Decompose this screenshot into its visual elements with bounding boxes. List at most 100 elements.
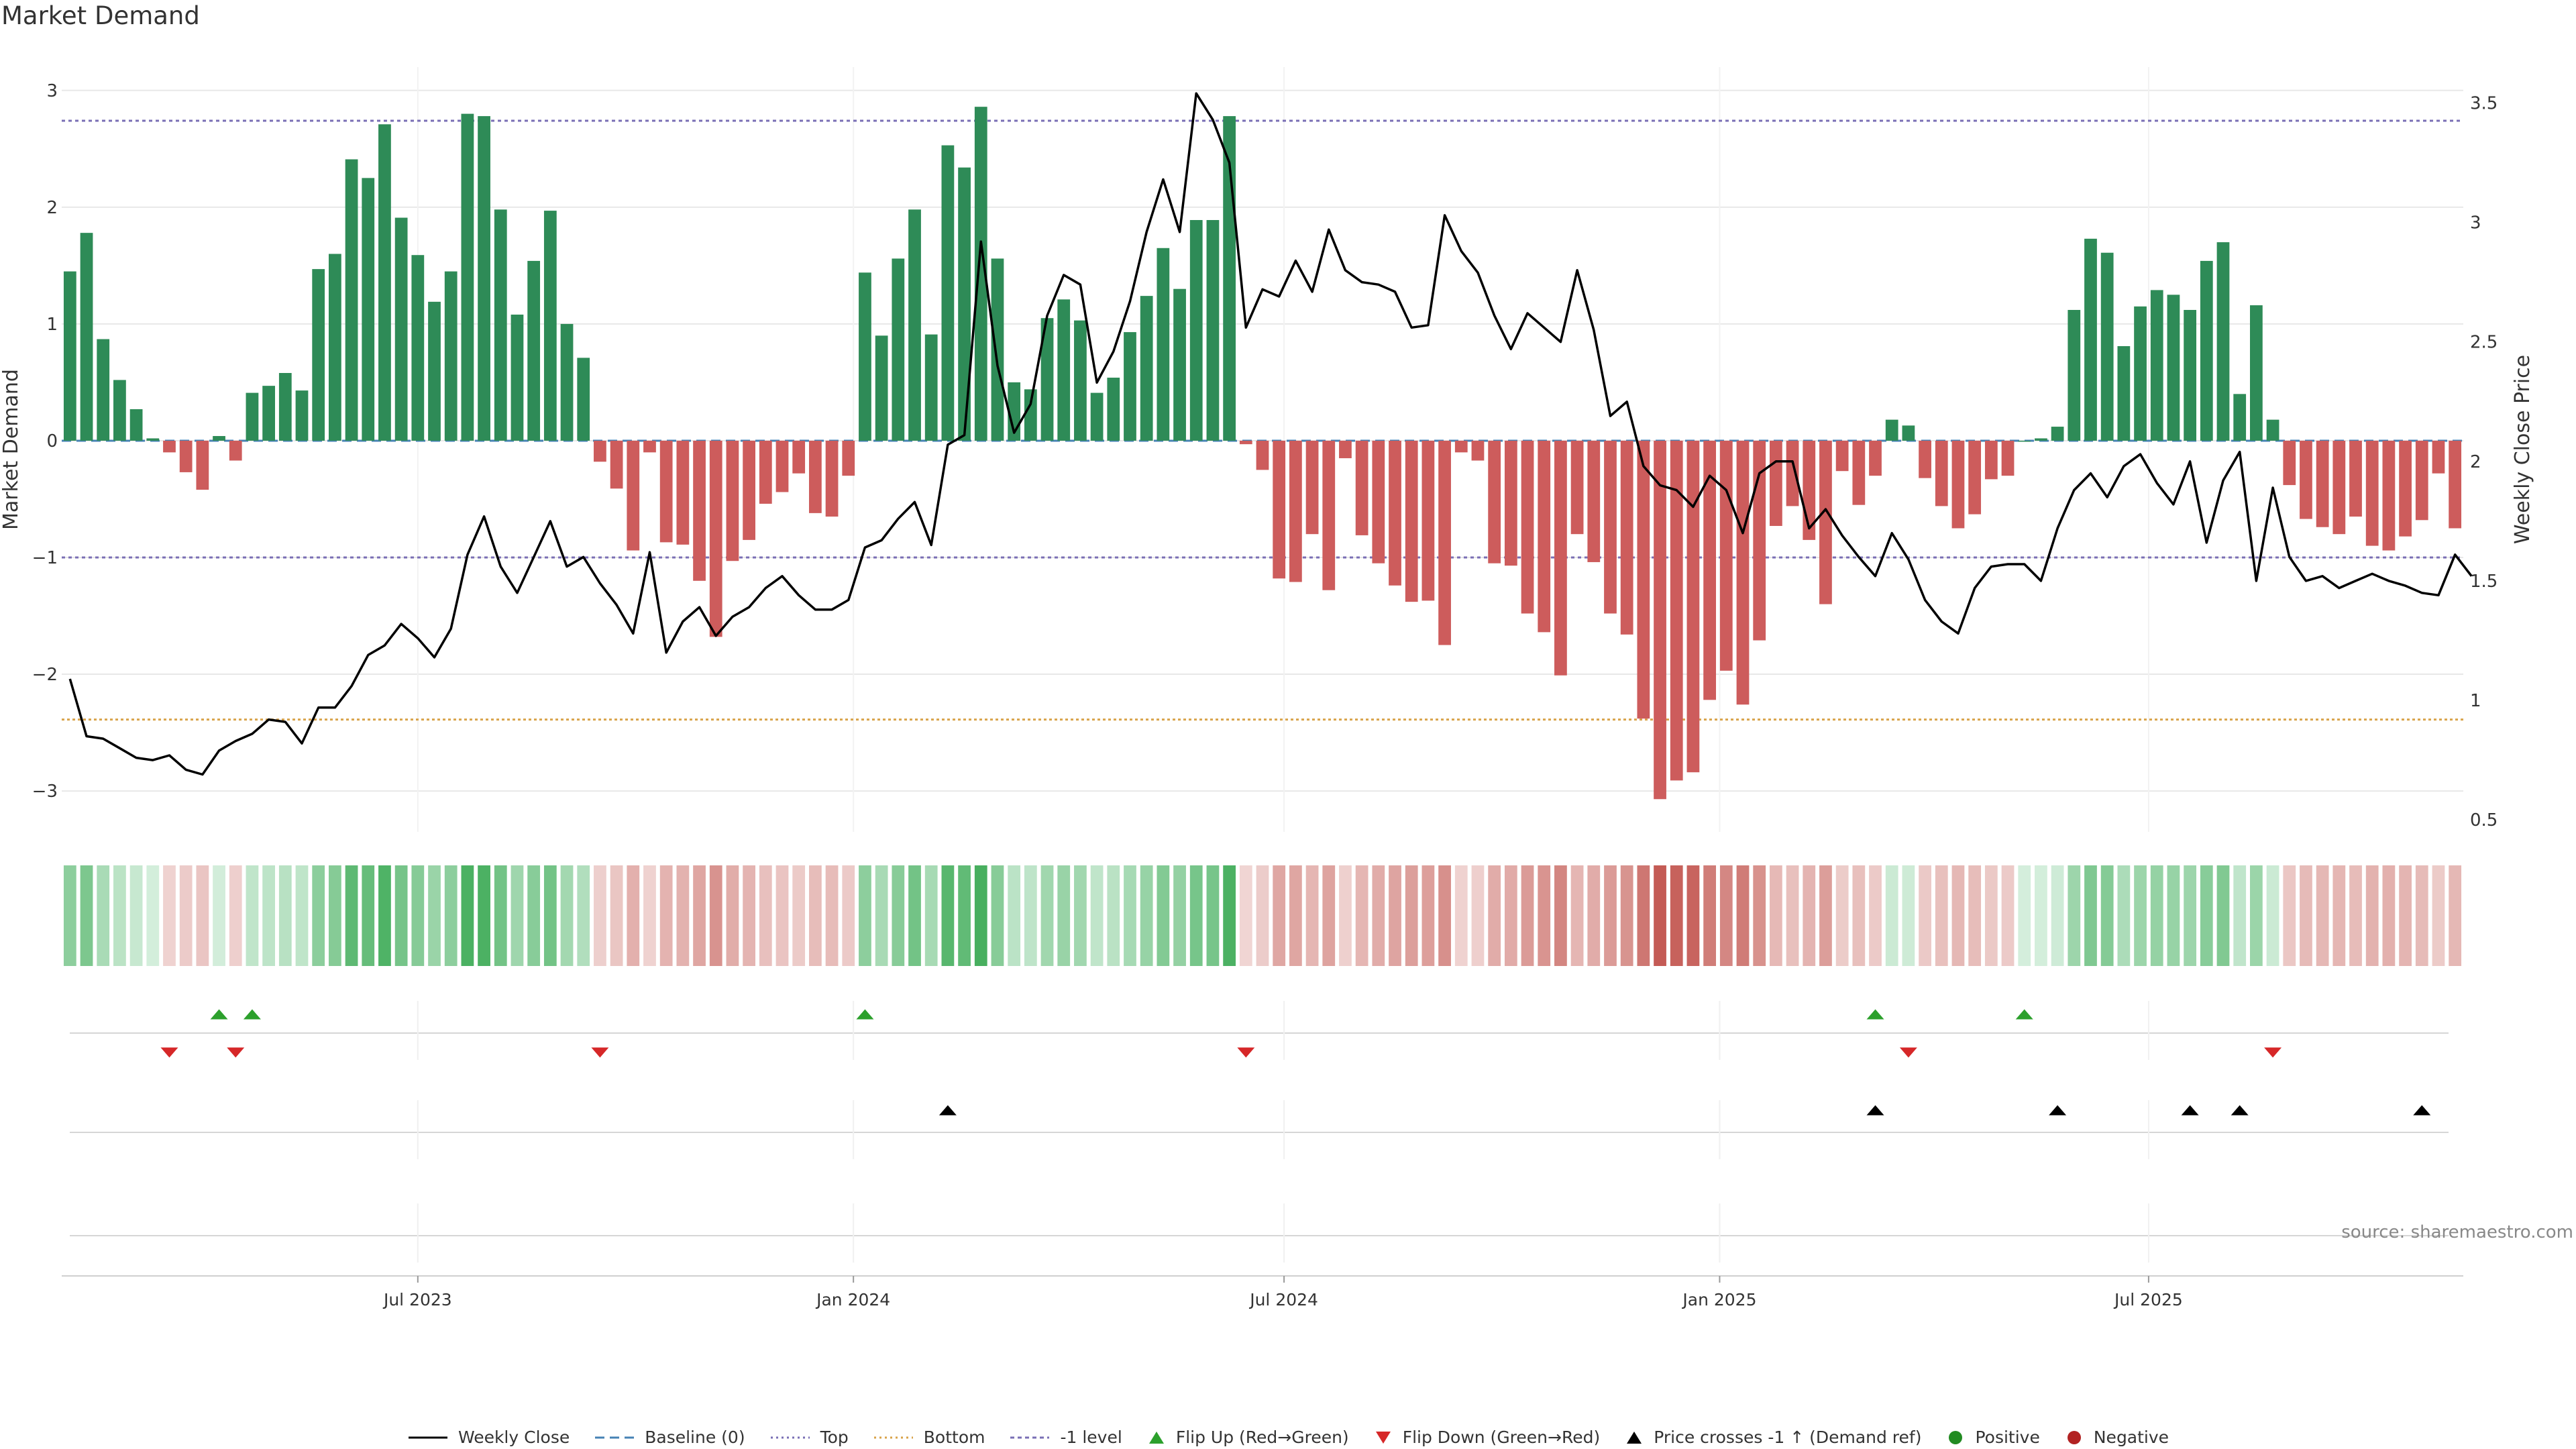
- demand-bar: [875, 335, 888, 441]
- demand-bar: [1107, 377, 1120, 441]
- heat-strip-cell: [295, 865, 309, 966]
- price-cross-marker: [2181, 1105, 2199, 1116]
- flip-up-marker: [856, 1009, 874, 1020]
- demand-bar: [2150, 290, 2163, 441]
- heat-strip-cell: [743, 865, 756, 966]
- price-cross-marker: [2231, 1105, 2249, 1116]
- demand-bar: [345, 159, 358, 441]
- heat-strip-cell: [1173, 865, 1186, 966]
- legend-item-baseline[interactable]: Baseline (0): [594, 1428, 745, 1447]
- heat-strip-cell: [892, 865, 905, 966]
- heat-strip-cell: [1074, 865, 1087, 966]
- heat-strip-cell: [1919, 865, 1931, 966]
- heat-strip-cell: [2018, 865, 2031, 966]
- y-left-tick-label: −2: [32, 665, 58, 685]
- demand-bar: [1935, 440, 1948, 506]
- demand-bar: [1968, 440, 1982, 515]
- demand-bar: [2332, 440, 2346, 535]
- heat-strip-cell: [627, 865, 640, 966]
- demand-bar: [1984, 440, 1998, 480]
- heat-strip-cell: [543, 865, 557, 966]
- heat-strip-cell: [1488, 865, 1501, 966]
- demand-bar: [941, 145, 955, 441]
- y-left-tick-label: 3: [46, 81, 58, 101]
- heat-strip-cell: [2117, 865, 2131, 966]
- demand-bar: [2200, 260, 2213, 441]
- heat-strip-cell: [1206, 865, 1220, 966]
- demand-bar: [511, 314, 524, 441]
- heat-strip-cell: [1504, 865, 1517, 966]
- heat-strip-cell: [2100, 865, 2114, 966]
- demand-bar: [1686, 440, 1700, 773]
- heat-strip-cell: [560, 865, 574, 966]
- demand-bar: [1273, 440, 1286, 579]
- heat-strip-cell: [1322, 865, 1336, 966]
- demand-bar: [2001, 440, 2015, 476]
- demand-bar: [560, 323, 574, 441]
- demand-bar: [1554, 440, 1567, 676]
- heat-strip-cell: [1008, 865, 1021, 966]
- heat-strip-cell: [2399, 865, 2412, 966]
- demand-bar: [229, 440, 242, 461]
- heat-strip-cell: [676, 865, 690, 966]
- legend-item-flip-down[interactable]: Flip Down (Green→Red): [1373, 1428, 1600, 1447]
- heat-strip-cell: [1289, 865, 1302, 966]
- line-swatch-icon: [408, 1436, 447, 1438]
- heat-strip-cell: [1819, 865, 1832, 966]
- flip-up-marker: [243, 1009, 261, 1020]
- heat-strip-cell: [842, 865, 855, 966]
- heat-strip-cell: [1538, 865, 1551, 966]
- y-right-tick-label: 0.5: [2470, 810, 2498, 830]
- heat-strip-cell: [196, 865, 209, 966]
- demand-bar: [2266, 419, 2279, 441]
- heat-strip-cell: [1902, 865, 1915, 966]
- demand-bar: [411, 255, 425, 441]
- demand-bar: [1471, 440, 1485, 461]
- legend-item-bottom[interactable]: Bottom: [873, 1428, 985, 1447]
- demand-bar: [1819, 440, 1832, 604]
- demand-bar: [113, 380, 126, 441]
- heat-strip-cell: [792, 865, 806, 966]
- demand-bar: [278, 373, 292, 441]
- heat-strip-cell: [825, 865, 839, 966]
- demand-bar: [1902, 425, 1915, 441]
- heat-strip-cell: [908, 865, 921, 966]
- heat-strip-cell: [1686, 865, 1700, 966]
- demand-bar: [2018, 440, 2031, 442]
- demand-bar: [80, 233, 93, 441]
- heat-strip-cell: [2432, 865, 2445, 966]
- legend-item-flip-up[interactable]: Flip Up (Red→Green): [1146, 1428, 1349, 1447]
- event-markers: [70, 1001, 2449, 1263]
- legend-item-minus-one-level[interactable]: -1 level: [1009, 1428, 1122, 1447]
- demand-bar: [709, 440, 722, 637]
- y-left-axis-title: Market Demand: [0, 369, 23, 530]
- demand-bar: [394, 217, 408, 441]
- demand-bar: [825, 440, 839, 517]
- demand-bar: [1057, 299, 1071, 441]
- heat-strip-cell: [146, 865, 160, 966]
- heat-strip-cell: [1157, 865, 1170, 966]
- legend-item-weekly-close[interactable]: Weekly Close: [407, 1428, 570, 1447]
- heat-strip-cell: [2035, 865, 2047, 966]
- price-cross-marker: [938, 1105, 957, 1116]
- legend-item-price-cross[interactable]: Price crosses -1 ↑ (Demand ref): [1624, 1428, 1921, 1447]
- heat-strip-cell: [278, 865, 292, 966]
- legend-item-negative[interactable]: Negative: [2064, 1428, 2169, 1447]
- dashed-line-icon: [595, 1436, 635, 1438]
- demand-bar: [974, 107, 987, 441]
- demand-bar: [1587, 440, 1601, 562]
- heat-strip-cell: [2365, 865, 2379, 966]
- heat-strip-cell: [924, 865, 938, 966]
- heat-strip-cell: [2051, 865, 2064, 966]
- legend-item-positive[interactable]: Positive: [1945, 1428, 2040, 1447]
- demand-bar: [808, 440, 822, 513]
- demand-bar: [1421, 440, 1435, 601]
- demand-bar: [1372, 440, 1385, 564]
- demand-bar: [494, 209, 507, 441]
- legend-item-top[interactable]: Top: [769, 1428, 849, 1447]
- heat-strip-cell: [213, 865, 225, 966]
- heat-strip-cell: [726, 865, 739, 966]
- flip-down-marker: [227, 1047, 245, 1058]
- heat-strip-cell: [759, 865, 772, 966]
